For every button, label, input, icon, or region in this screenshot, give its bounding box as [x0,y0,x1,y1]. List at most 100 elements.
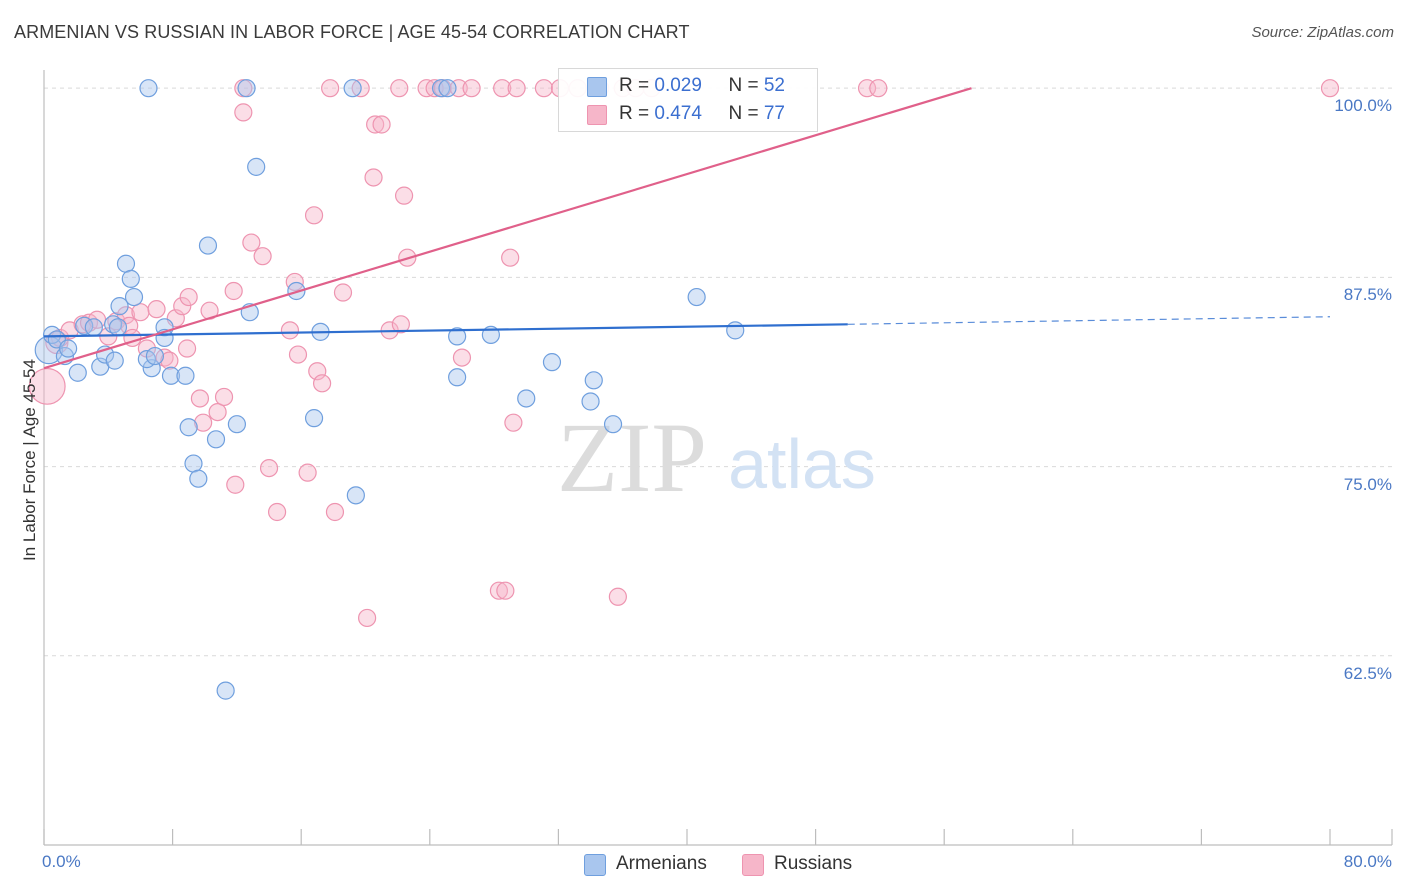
russians-trend-line [43,87,972,370]
armenians-point [216,681,235,700]
armenians-point [603,415,623,434]
russians-point [390,79,409,98]
russians-point [280,321,300,340]
russians-point [507,79,526,98]
russians-point [131,303,150,322]
russians-point [173,297,192,316]
russians-point [391,315,410,334]
axes [43,70,1393,846]
armenians-swatch [587,77,607,97]
y-tick-label: 62.5% [1343,663,1392,683]
russians-point [259,458,279,478]
armenians-point [176,366,195,385]
russians-point [253,247,272,266]
armenians-point [431,79,451,98]
russians-point [312,374,332,393]
russians-point [298,463,317,482]
legend-item-russians[interactable]: Russians [742,852,852,876]
russians-n-value: 77 [763,103,785,124]
armenians-point [584,371,603,390]
russians-n-label: N = [728,103,764,124]
russians-legend-label: Russians [774,853,853,874]
armenians-point [438,79,457,98]
chart-title: ARMENIAN VS RUSSIAN IN LABOR FORCE | AGE… [14,22,690,42]
russians-point [504,413,523,432]
armenians-r-value: 0.029 [654,75,702,96]
armenians-point [346,486,365,505]
legend-item-armenians[interactable]: Armenians [584,852,707,876]
russians-point [308,362,327,381]
russians-point [208,402,227,422]
russians-point [321,79,340,98]
russians-point [224,281,243,301]
armenians-point [227,415,246,434]
gridlines [44,87,1392,657]
armenians-point [121,269,140,288]
armenians-point [687,287,706,307]
armenians-point [68,363,87,382]
russians-point [1320,79,1340,98]
armenians-n-value: 52 [763,75,785,96]
russians-point [366,115,385,134]
russians-point [372,115,391,134]
y-tick-label: 100.0% [1334,96,1392,116]
russians-point [214,387,234,407]
russians-point [333,283,353,302]
armenians-point [110,297,129,316]
armenians-point [304,409,324,428]
x-tick-label-max: 80.0% [1343,852,1392,871]
russians-point [267,502,287,522]
russians-point [234,103,253,122]
armenians-legend-swatch [584,854,606,876]
armenians-point [75,316,94,335]
russians-point [325,502,345,522]
armenians-legend-label: Armenians [616,853,707,874]
armenians-trend-line [43,323,848,338]
russians-point [155,348,174,367]
armenians-point [517,389,536,408]
armenians-point [116,254,136,273]
armenians-point [237,79,256,98]
russians-point [194,413,213,432]
armenians-point [124,287,144,307]
russians-point [462,79,481,98]
watermark-atlas: atlas [728,425,876,503]
russians-point [358,608,377,628]
russians-point [501,248,520,267]
correlation-legend: R = 0.029 N = 52 R = 0.474 N = 77 [558,68,818,132]
russians-r-value: 0.474 [654,103,702,124]
russians-point [304,206,324,225]
armenians-point [104,315,123,334]
russians-point [285,272,304,292]
armenians-point [184,454,203,473]
trend-lines [43,87,1331,370]
russians-point [226,475,245,494]
source-label: Source: ZipAtlas.com [1251,24,1394,41]
armenians-point [139,79,158,98]
armenians-point [189,469,208,488]
watermark-zip: ZIP [557,402,707,513]
armenians-point [726,321,745,340]
armenians-point [206,430,226,449]
russians-point [364,168,383,187]
armenians-trend-extension [847,316,1331,325]
russians-legend-swatch [742,854,764,876]
russians-point [869,79,888,98]
armenians-point [198,236,218,255]
armenians-point [161,366,181,385]
russians-point [608,587,627,606]
x-tick-label-min: 0.0% [42,852,81,871]
y-tick-label: 75.0% [1343,474,1392,494]
russians-point [28,367,66,405]
y-tick-label: 87.5% [1343,285,1392,305]
armenians-point [84,318,103,337]
russians-point [496,581,515,600]
armenians-point [343,79,362,98]
russians-point [147,300,166,319]
russians-point [493,79,512,98]
watermark: ZIP atlas [557,402,876,513]
russians-point [394,186,414,205]
armenians-point [179,418,198,437]
armenians-r-label: R = [619,75,655,96]
russians-swatch [587,105,607,125]
